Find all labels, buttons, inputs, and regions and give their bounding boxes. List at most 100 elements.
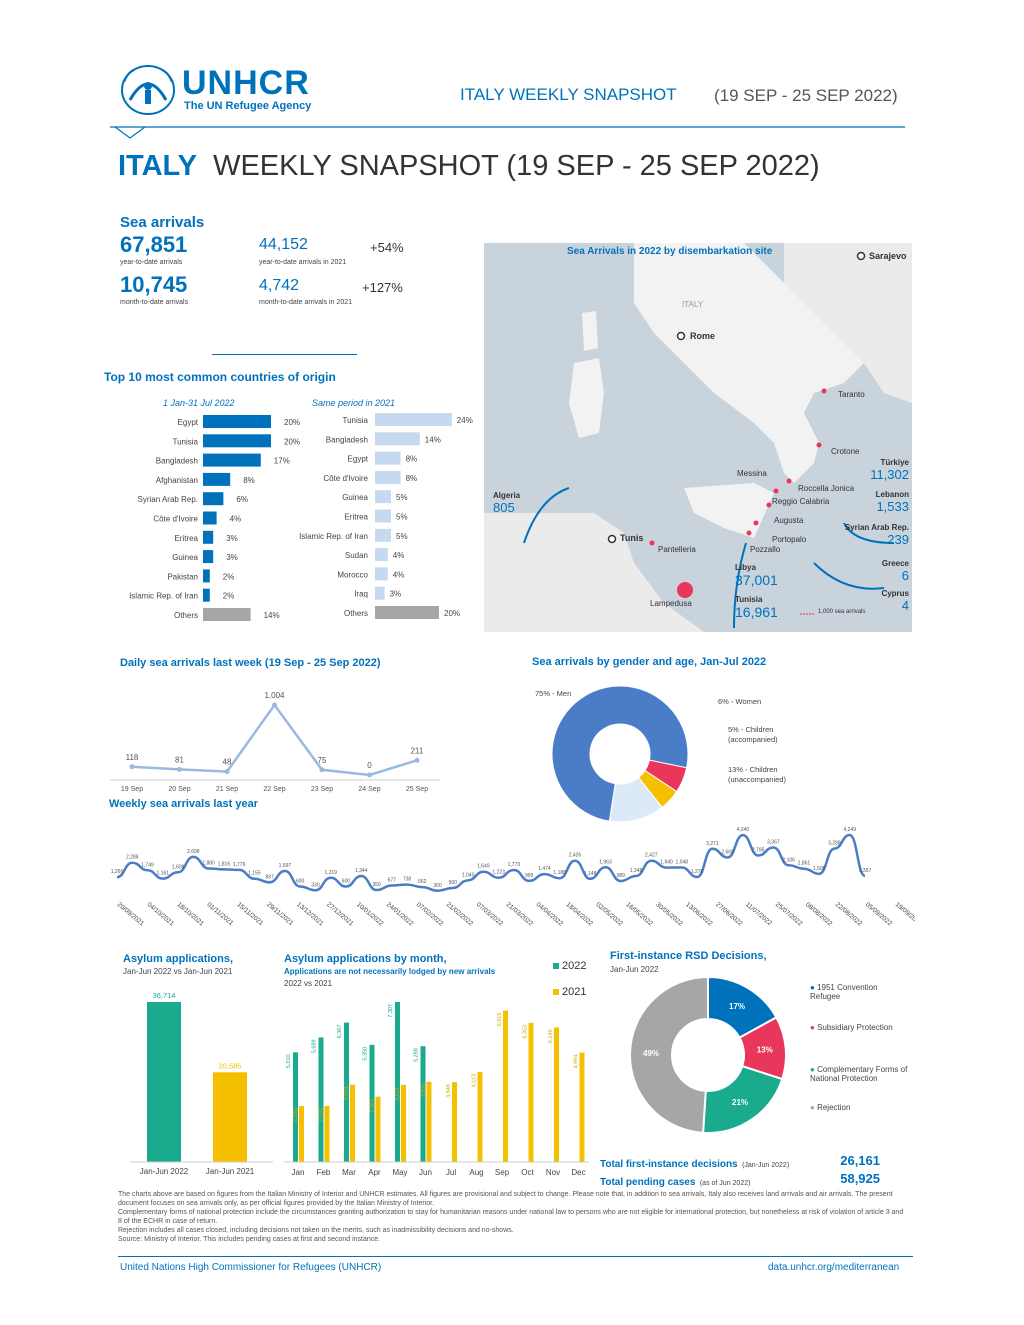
weekly-data-label: 1,348 bbox=[630, 868, 643, 874]
title-rest: WEEKLY SNAPSHOT (19 SEP - 25 SEP 2022) bbox=[213, 150, 820, 182]
rsd-legend-subsidiary: ● Subsidiary Protection bbox=[810, 1023, 893, 1032]
map-title: Sea Arrivals in 2022 by disembarkation s… bbox=[567, 246, 773, 257]
rsd-donut-chart: 17% 13% 21% 49% bbox=[629, 975, 787, 1134]
weekly-data-label: 1,500 bbox=[813, 866, 826, 872]
month-tick-label: Jun bbox=[419, 1168, 432, 1177]
city-rome: Rome bbox=[690, 331, 716, 341]
origin-2021-label: Others bbox=[344, 609, 368, 618]
footnote-2: Complementary forms of national protecti… bbox=[118, 1209, 904, 1225]
daily-data-label: 1,004 bbox=[264, 691, 285, 700]
weekly-date-label: 16/05/2022 bbox=[624, 901, 654, 928]
origin-2022-label: Côte d'Ivoire bbox=[153, 515, 198, 524]
weekly-date-label: 10/01/2022 bbox=[355, 901, 385, 928]
origin-2021-bar bbox=[375, 413, 452, 426]
origin-2022-value: 17% bbox=[274, 457, 290, 466]
legend-2021-swatch bbox=[553, 989, 559, 995]
weekly-data-label: 1,219 bbox=[324, 870, 337, 876]
asylum-bar-chart: 36,714 Jan-Jun 2022 20,585 Jan-Jun 2021 bbox=[130, 991, 273, 1176]
origin-2021-value: 20% bbox=[444, 609, 460, 618]
asylum-tick-label: Jan-Jun 2022 bbox=[140, 1167, 189, 1176]
month-tick-label: Nov bbox=[546, 1168, 560, 1177]
daily-tick-label: 20 Sep bbox=[168, 786, 190, 793]
daily-series-line bbox=[131, 702, 418, 777]
weekly-data-label: 2,426 bbox=[569, 853, 582, 859]
daily-data-label: 75 bbox=[318, 756, 327, 765]
weekly-data-label: 1,344 bbox=[355, 868, 368, 874]
map-land-label: ITALY bbox=[682, 300, 704, 309]
origin-2022-bar bbox=[203, 569, 210, 583]
asylum-month-subtitle2: 2022 vs 2021 bbox=[284, 979, 333, 988]
weekly-data-label: 1,773 bbox=[508, 862, 521, 868]
origin-tunisia: Tunisia 16,961 bbox=[735, 595, 778, 620]
month-2021-label: 4,113 bbox=[472, 1074, 478, 1087]
weekly-data-label: 2,106 bbox=[782, 857, 795, 863]
weekly-data-label: 600 bbox=[296, 879, 305, 885]
gender-legend-label: 13% - Children (unaccompanied) bbox=[728, 765, 786, 784]
origin-2022-label: Others bbox=[174, 611, 198, 620]
month-2022-bar bbox=[344, 1022, 349, 1162]
asylum-title: Asylum applications, bbox=[123, 953, 234, 965]
origin-2021-bar bbox=[375, 470, 401, 484]
origin-2022-bar bbox=[203, 511, 217, 525]
daily-title: Daily sea arrivals last week (19 Sep - 2… bbox=[120, 657, 381, 669]
origin-2021-label: Bangladesh bbox=[326, 435, 368, 444]
ytd-arrivals: 67,851 bbox=[120, 232, 188, 257]
month-2021-bar bbox=[452, 1082, 457, 1162]
header-divider bbox=[110, 126, 905, 139]
daily-point bbox=[319, 767, 325, 773]
daily-data-label: 0 bbox=[367, 761, 372, 770]
city-taranto: Taranto bbox=[838, 390, 865, 399]
origin-syria: Syrian Arab Rep. 239 bbox=[844, 523, 909, 547]
weekly-data-label: 1,861 bbox=[798, 861, 811, 867]
daily-point bbox=[224, 769, 230, 775]
city-augusta: Augusta bbox=[774, 516, 804, 525]
weekly-data-label: 600 bbox=[342, 879, 351, 885]
asylum-bar bbox=[147, 1002, 181, 1162]
origin-2021-value: 3% bbox=[390, 590, 402, 599]
city-messina: Messina bbox=[737, 469, 767, 478]
origin-turkiye: Türkiye 11,302 bbox=[870, 458, 909, 482]
weekly-data-label: 3,367 bbox=[767, 839, 780, 845]
origin-2021-value: 24% bbox=[457, 416, 473, 425]
origin-2022-value: 3% bbox=[226, 534, 238, 543]
month-2021-label: 6,353 bbox=[523, 1025, 529, 1039]
weekly-data-label: 2,288 bbox=[126, 855, 139, 861]
weekly-data-label: 1,148 bbox=[584, 871, 597, 877]
daily-data-label: 81 bbox=[175, 755, 184, 764]
weekly-data-label: 330 bbox=[311, 882, 320, 888]
rsd-pending-row: Total pending cases (as of Jun 2022) 58,… bbox=[600, 1171, 880, 1188]
weekly-data-label: 1,963 bbox=[599, 859, 612, 865]
origin-col2-title: Same period in 2021 bbox=[312, 398, 396, 408]
origin-2022-value: 14% bbox=[264, 611, 280, 620]
origin-2021-bar bbox=[375, 432, 420, 446]
footer-link[interactable]: data.unhcr.org/mediterranean bbox=[768, 1262, 900, 1273]
rsd-slice bbox=[629, 975, 709, 1134]
month-2021-bar bbox=[477, 1071, 483, 1162]
weekly-date-label: 13/12/2021 bbox=[295, 901, 325, 928]
origin-2021-value: 14% bbox=[425, 435, 441, 444]
origin-2021-bar bbox=[375, 548, 388, 562]
weekly-date-label: 13/06/2022 bbox=[684, 901, 714, 928]
origin-2022-value: 2% bbox=[223, 572, 235, 581]
daily-point bbox=[272, 702, 277, 708]
origin-2021-label: Egypt bbox=[348, 455, 369, 464]
header-date: (19 SEP - 25 SEP 2022) bbox=[714, 86, 898, 105]
origin-2022-label: Afghanistan bbox=[156, 476, 198, 485]
weekly-date-label: 27/06/2022 bbox=[714, 901, 744, 928]
weekly-date-label: 30/05/2022 bbox=[654, 901, 684, 928]
weekly-date-label: 08/08/2022 bbox=[804, 901, 834, 928]
footnote-4: Source: Ministry of Interior. This inclu… bbox=[118, 1236, 381, 1243]
asylum-data-label: 36,714 bbox=[153, 991, 176, 1000]
origin-2021-bar bbox=[375, 586, 385, 600]
footer-divider bbox=[118, 1256, 913, 1257]
daily-tick-label: 21 Sep bbox=[216, 786, 238, 793]
asylum-subtitle: Jan-Jun 2022 vs Jan-Jun 2021 bbox=[123, 967, 233, 976]
weekly-data-label: 2,660 bbox=[721, 849, 734, 855]
origin-2022-bar bbox=[203, 415, 271, 428]
origin-2021-label: Islamic Rep. of Iran bbox=[299, 532, 368, 541]
daily-data-label: 118 bbox=[126, 753, 139, 762]
origin-2022-value: 20% bbox=[284, 437, 300, 446]
origin-2021-value: 5% bbox=[396, 532, 408, 541]
origin-2022-value: 3% bbox=[226, 553, 238, 562]
ytd-2021: 44,152 bbox=[259, 236, 308, 253]
